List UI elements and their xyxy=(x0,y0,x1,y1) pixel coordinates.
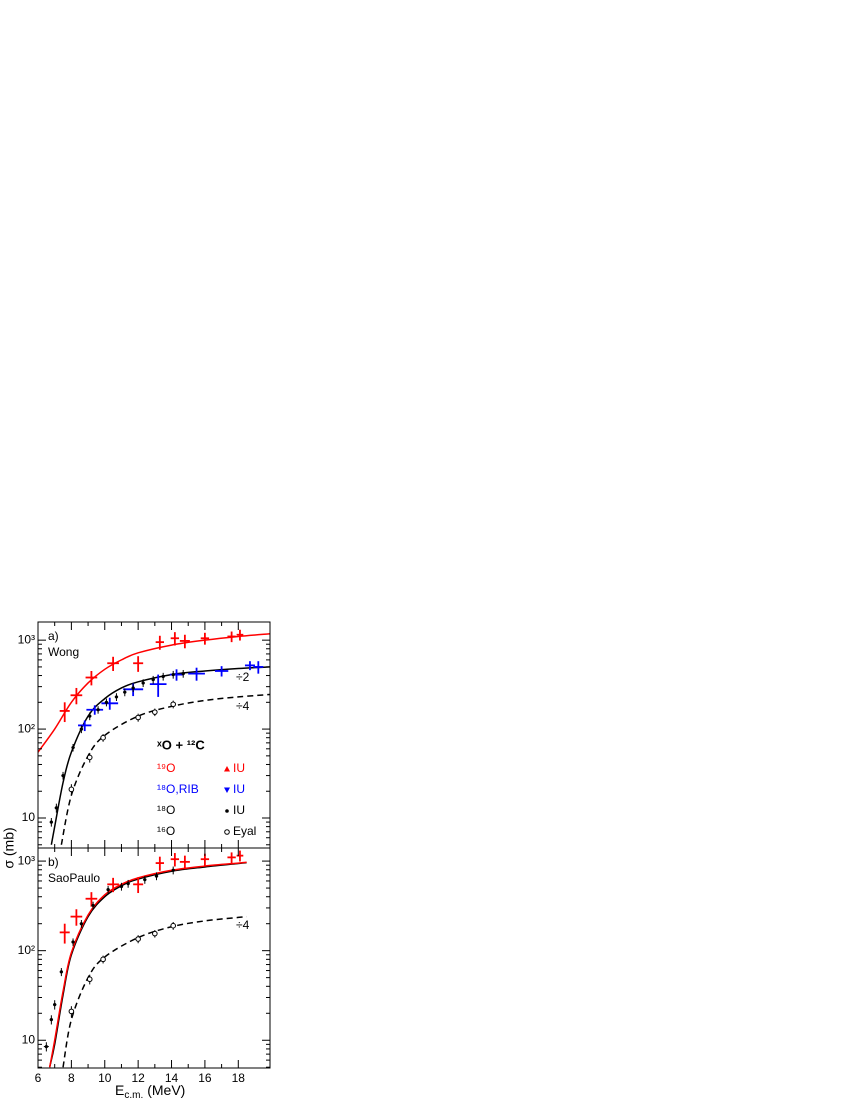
model-curve xyxy=(62,915,247,1068)
x-tick-label: 14 xyxy=(165,1071,179,1085)
model-curve xyxy=(50,666,270,845)
data-point xyxy=(100,956,106,963)
data-point xyxy=(96,708,100,712)
legend-source: IU xyxy=(233,782,245,796)
data-point xyxy=(152,709,158,715)
legend-label: ¹⁹O xyxy=(157,761,175,775)
data-point xyxy=(181,672,185,676)
data-point xyxy=(170,922,176,929)
legend-title: ˣO + ¹²C xyxy=(156,737,205,752)
data-point xyxy=(79,727,83,731)
data-point xyxy=(135,936,141,942)
data-point xyxy=(71,940,75,944)
data-point xyxy=(91,903,95,908)
data-point xyxy=(104,700,109,704)
data-point xyxy=(44,1044,48,1049)
scale-annotation: ÷4 xyxy=(236,918,250,932)
data-point xyxy=(49,820,53,824)
x-tick-label: 6 xyxy=(35,1071,42,1085)
frame xyxy=(37,847,271,1069)
data-point xyxy=(171,868,175,872)
model-label: SaoPaulo xyxy=(48,871,100,885)
x-tick-label: 8 xyxy=(68,1071,75,1085)
data-point xyxy=(119,884,124,889)
panel-label: b) xyxy=(48,855,59,869)
data-point xyxy=(49,1018,53,1022)
data-point xyxy=(152,930,158,937)
y-tick-label: 10³ xyxy=(18,632,35,646)
data-point xyxy=(68,1008,75,1015)
data-point xyxy=(161,674,165,679)
data-point xyxy=(88,714,92,718)
data-point xyxy=(123,690,127,694)
data-point xyxy=(54,806,58,810)
scale-annotation: ÷2 xyxy=(236,670,250,684)
legend-marker xyxy=(224,829,230,835)
x-axis-title: Ec.m. (MeV) xyxy=(115,1082,185,1100)
model-label: Wong xyxy=(48,645,79,659)
data-point xyxy=(141,681,145,685)
legend-marker xyxy=(224,787,230,793)
y-tick-label: 10² xyxy=(18,943,35,957)
legend-label: ¹⁸O,RIB xyxy=(157,782,199,796)
data-point xyxy=(106,888,110,892)
plot-area xyxy=(43,850,247,1068)
x-axis-title-sub: c.m. xyxy=(124,1090,143,1100)
y-tick-label: 10 xyxy=(22,1032,36,1046)
legend-marker xyxy=(225,809,229,813)
plot-area xyxy=(38,629,270,845)
data-point xyxy=(143,878,147,882)
x-axis-title-main: E xyxy=(115,1082,124,1098)
scale-annotation: ÷4 xyxy=(236,699,250,713)
model-curve xyxy=(38,633,270,753)
x-tick-label: 12 xyxy=(131,1071,145,1085)
data-point xyxy=(131,686,135,690)
data-point xyxy=(126,882,130,886)
legend-label: ¹⁶O xyxy=(157,824,175,838)
model-curve xyxy=(48,861,247,1068)
y-tick-label: 10³ xyxy=(18,853,35,867)
legend-source: Eyal xyxy=(233,824,256,838)
legend-label: ¹⁸O xyxy=(157,803,175,817)
model-curve xyxy=(48,861,247,1068)
data-point xyxy=(135,714,141,721)
data-point xyxy=(100,734,106,741)
data-point xyxy=(154,874,159,878)
model-curve xyxy=(60,693,270,845)
x-tick-label: 18 xyxy=(232,1071,246,1085)
data-point xyxy=(170,701,176,708)
data-point xyxy=(114,695,119,699)
legend-source: IU xyxy=(233,761,245,775)
data-point xyxy=(151,678,155,682)
data-point xyxy=(171,672,175,677)
data-point xyxy=(53,1003,57,1007)
panel-label: a) xyxy=(48,629,59,643)
data-point xyxy=(68,786,75,793)
y-axis-title: σ (mb) xyxy=(1,827,17,868)
x-axis-title-unit: (MeV) xyxy=(147,1082,185,1098)
y-tick-label: 10 xyxy=(22,810,36,824)
data-point xyxy=(61,773,65,778)
x-tick-label: 16 xyxy=(198,1071,212,1085)
data-point xyxy=(79,922,83,926)
data-point xyxy=(86,976,93,983)
data-point xyxy=(59,970,63,974)
data-point xyxy=(71,745,75,750)
data-point xyxy=(86,754,93,761)
y-tick-label: 10² xyxy=(18,721,35,735)
legend-marker xyxy=(224,766,230,772)
x-tick-label: 10 xyxy=(98,1071,112,1085)
legend-source: IU xyxy=(233,803,245,817)
